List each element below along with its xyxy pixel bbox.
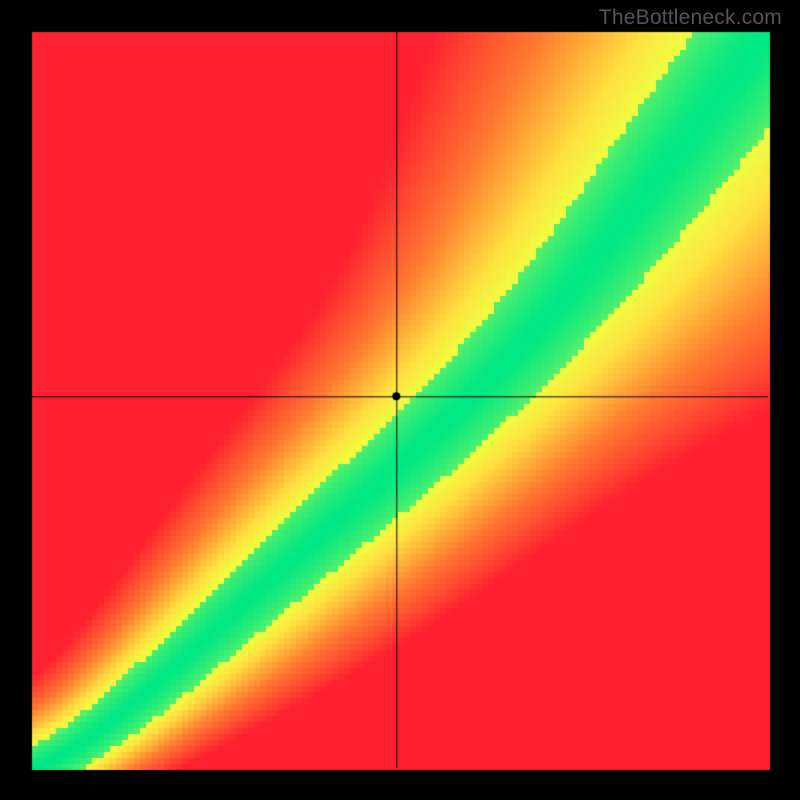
bottleneck-heatmap <box>0 0 800 800</box>
watermark-text: TheBottleneck.com <box>599 6 782 30</box>
